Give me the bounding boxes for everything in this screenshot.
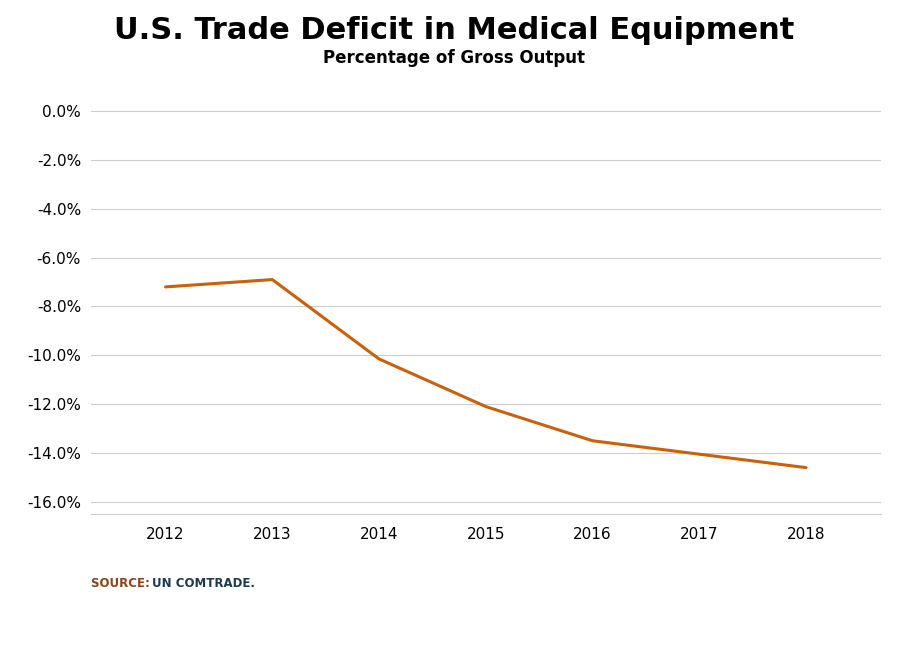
Text: F: F bbox=[15, 622, 26, 637]
Text: St. Louis: St. Louis bbox=[222, 622, 301, 637]
Text: UN COMTRADE.: UN COMTRADE. bbox=[152, 577, 254, 590]
Text: SOURCE:: SOURCE: bbox=[91, 577, 153, 590]
Text: of: of bbox=[207, 622, 222, 637]
Text: Federal Reserve Bank: Federal Reserve Bank bbox=[15, 622, 207, 637]
Text: U.S. Trade Deficit in Medical Equipment: U.S. Trade Deficit in Medical Equipment bbox=[114, 16, 794, 45]
Text: Percentage of Gross Output: Percentage of Gross Output bbox=[323, 49, 585, 67]
